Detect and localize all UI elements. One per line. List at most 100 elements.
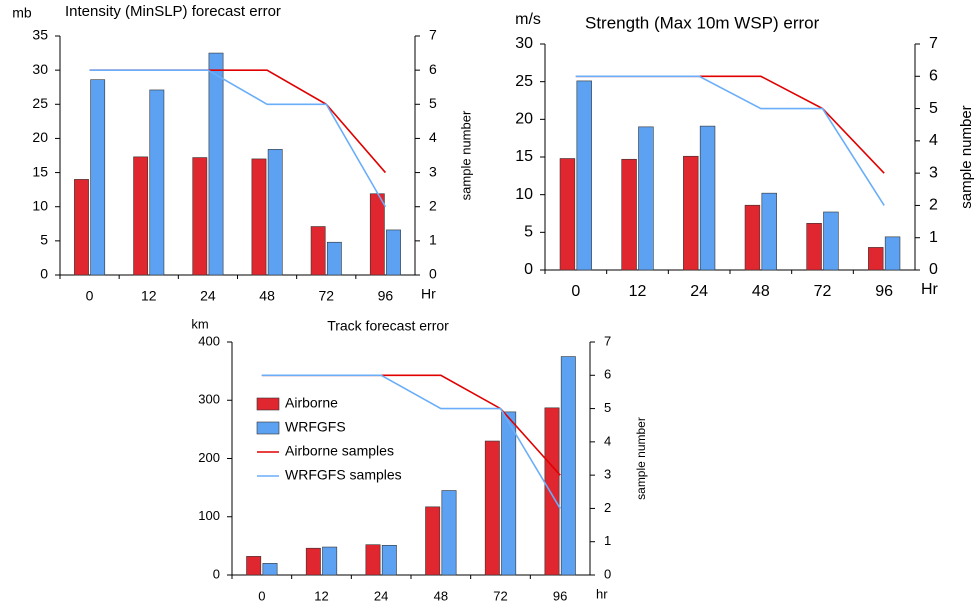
- bar: [149, 89, 165, 276]
- y2-axis-label: sample number: [634, 417, 648, 500]
- sample-line: [261, 374, 561, 509]
- y2-tick-label: 5: [604, 400, 611, 415]
- bar: [90, 79, 106, 276]
- y2-tick-label: 3: [929, 164, 938, 181]
- y-tick-label: 25: [32, 95, 48, 111]
- y-tick-label: 400: [198, 333, 220, 348]
- x-tick-label: 96: [553, 588, 567, 603]
- y2-tick-label: 3: [604, 467, 611, 482]
- y-tick-label: 30: [515, 35, 533, 52]
- y2-tick-label: 2: [929, 197, 938, 214]
- y2-tick-label: 0: [604, 566, 611, 581]
- bar: [806, 222, 822, 271]
- y2-tick-label: 3: [429, 163, 437, 179]
- legend-label: WRFGFS: [285, 419, 346, 435]
- bar: [262, 563, 278, 576]
- y-tick-label: 300: [198, 392, 220, 407]
- y2-tick-label: 6: [929, 68, 938, 85]
- legend-label: WRFGFS samples: [285, 467, 402, 483]
- x-tick-label: 0: [86, 288, 94, 304]
- x-tick-label: 0: [571, 283, 580, 300]
- y-tick-label: 15: [515, 148, 533, 165]
- y2-tick-label: 4: [929, 132, 938, 149]
- y-axis-unit: mb: [12, 5, 32, 21]
- bar: [823, 211, 839, 271]
- y-tick-label: 0: [524, 261, 533, 278]
- y2-tick-label: 4: [604, 433, 611, 448]
- bar: [74, 179, 89, 276]
- bar: [386, 229, 401, 276]
- y2-tick-label: 6: [429, 61, 437, 77]
- bar: [369, 193, 385, 276]
- bar: [365, 544, 381, 576]
- chart-title: Strength (Max 10m WSP) error: [585, 13, 820, 32]
- y-axis-unit: m/s: [515, 11, 541, 28]
- y2-tick-label: 1: [929, 229, 938, 246]
- y-tick-label: 30: [32, 61, 48, 77]
- y2-tick-label: 0: [929, 261, 938, 278]
- y2-tick-label: 0: [429, 266, 437, 282]
- y2-tick-label: 5: [429, 95, 437, 111]
- legend-swatch: [256, 421, 280, 435]
- sample-line: [89, 69, 387, 208]
- bar: [638, 126, 654, 271]
- bar: [560, 356, 576, 576]
- x-tick-label: 96: [378, 288, 394, 304]
- x-axis-label: hr: [596, 586, 608, 601]
- y2-tick-label: 4: [429, 129, 437, 145]
- x-tick-label: 48: [259, 288, 275, 304]
- bar: [326, 241, 342, 276]
- y2-axis-label: sample number: [958, 105, 975, 208]
- bar: [884, 236, 901, 271]
- sample-line: [575, 75, 885, 206]
- x-tick-label: 72: [814, 283, 832, 300]
- x-tick-label: 12: [629, 283, 647, 300]
- y2-tick-label: 7: [929, 35, 938, 52]
- legend-swatch: [256, 397, 280, 411]
- bar: [621, 158, 637, 271]
- bar: [683, 155, 699, 271]
- y2-tick-label: 6: [604, 367, 611, 382]
- y-tick-label: 20: [515, 111, 533, 128]
- y2-tick-label: 1: [429, 232, 437, 248]
- y2-tick-label: 2: [604, 500, 611, 515]
- y2-tick-label: 1: [604, 533, 611, 548]
- x-tick-label: 12: [141, 288, 157, 304]
- y2-tick-label: 2: [429, 197, 437, 213]
- bar: [310, 226, 326, 276]
- y-tick-label: 10: [515, 186, 533, 203]
- bar: [381, 544, 397, 576]
- y-tick-label: 200: [198, 450, 220, 465]
- bar: [208, 52, 224, 276]
- bar: [251, 158, 267, 276]
- y-tick-label: 5: [40, 232, 48, 248]
- sample-line: [575, 75, 885, 174]
- y-tick-label: 100: [198, 508, 220, 523]
- bar: [699, 125, 716, 271]
- bar: [425, 506, 441, 576]
- x-tick-label: 0: [258, 588, 265, 603]
- x-tick-label: 48: [752, 283, 770, 300]
- x-tick-label: 96: [875, 283, 893, 300]
- y-tick-label: 0: [213, 566, 220, 581]
- bar: [744, 204, 761, 271]
- y-tick-label: 35: [32, 27, 48, 43]
- bar: [267, 149, 283, 276]
- y2-tick-label: 5: [929, 100, 938, 117]
- y-tick-label: 20: [32, 129, 48, 145]
- bar: [133, 156, 149, 276]
- x-tick-label: 24: [374, 588, 388, 603]
- bar: [246, 556, 262, 576]
- bar: [868, 247, 884, 271]
- chart-title: Intensity (MinSLP) forecast error: [65, 3, 281, 20]
- y2-axis-label: sample number: [458, 110, 473, 200]
- y-axis-unit: km: [191, 316, 208, 331]
- bar: [441, 490, 457, 576]
- chart-title: Track forecast error: [327, 318, 449, 334]
- bar: [761, 192, 777, 271]
- x-tick-label: 72: [318, 288, 334, 304]
- bar: [484, 440, 500, 576]
- bar: [305, 547, 321, 576]
- x-axis-label: Hr: [921, 281, 939, 298]
- bar: [576, 80, 592, 271]
